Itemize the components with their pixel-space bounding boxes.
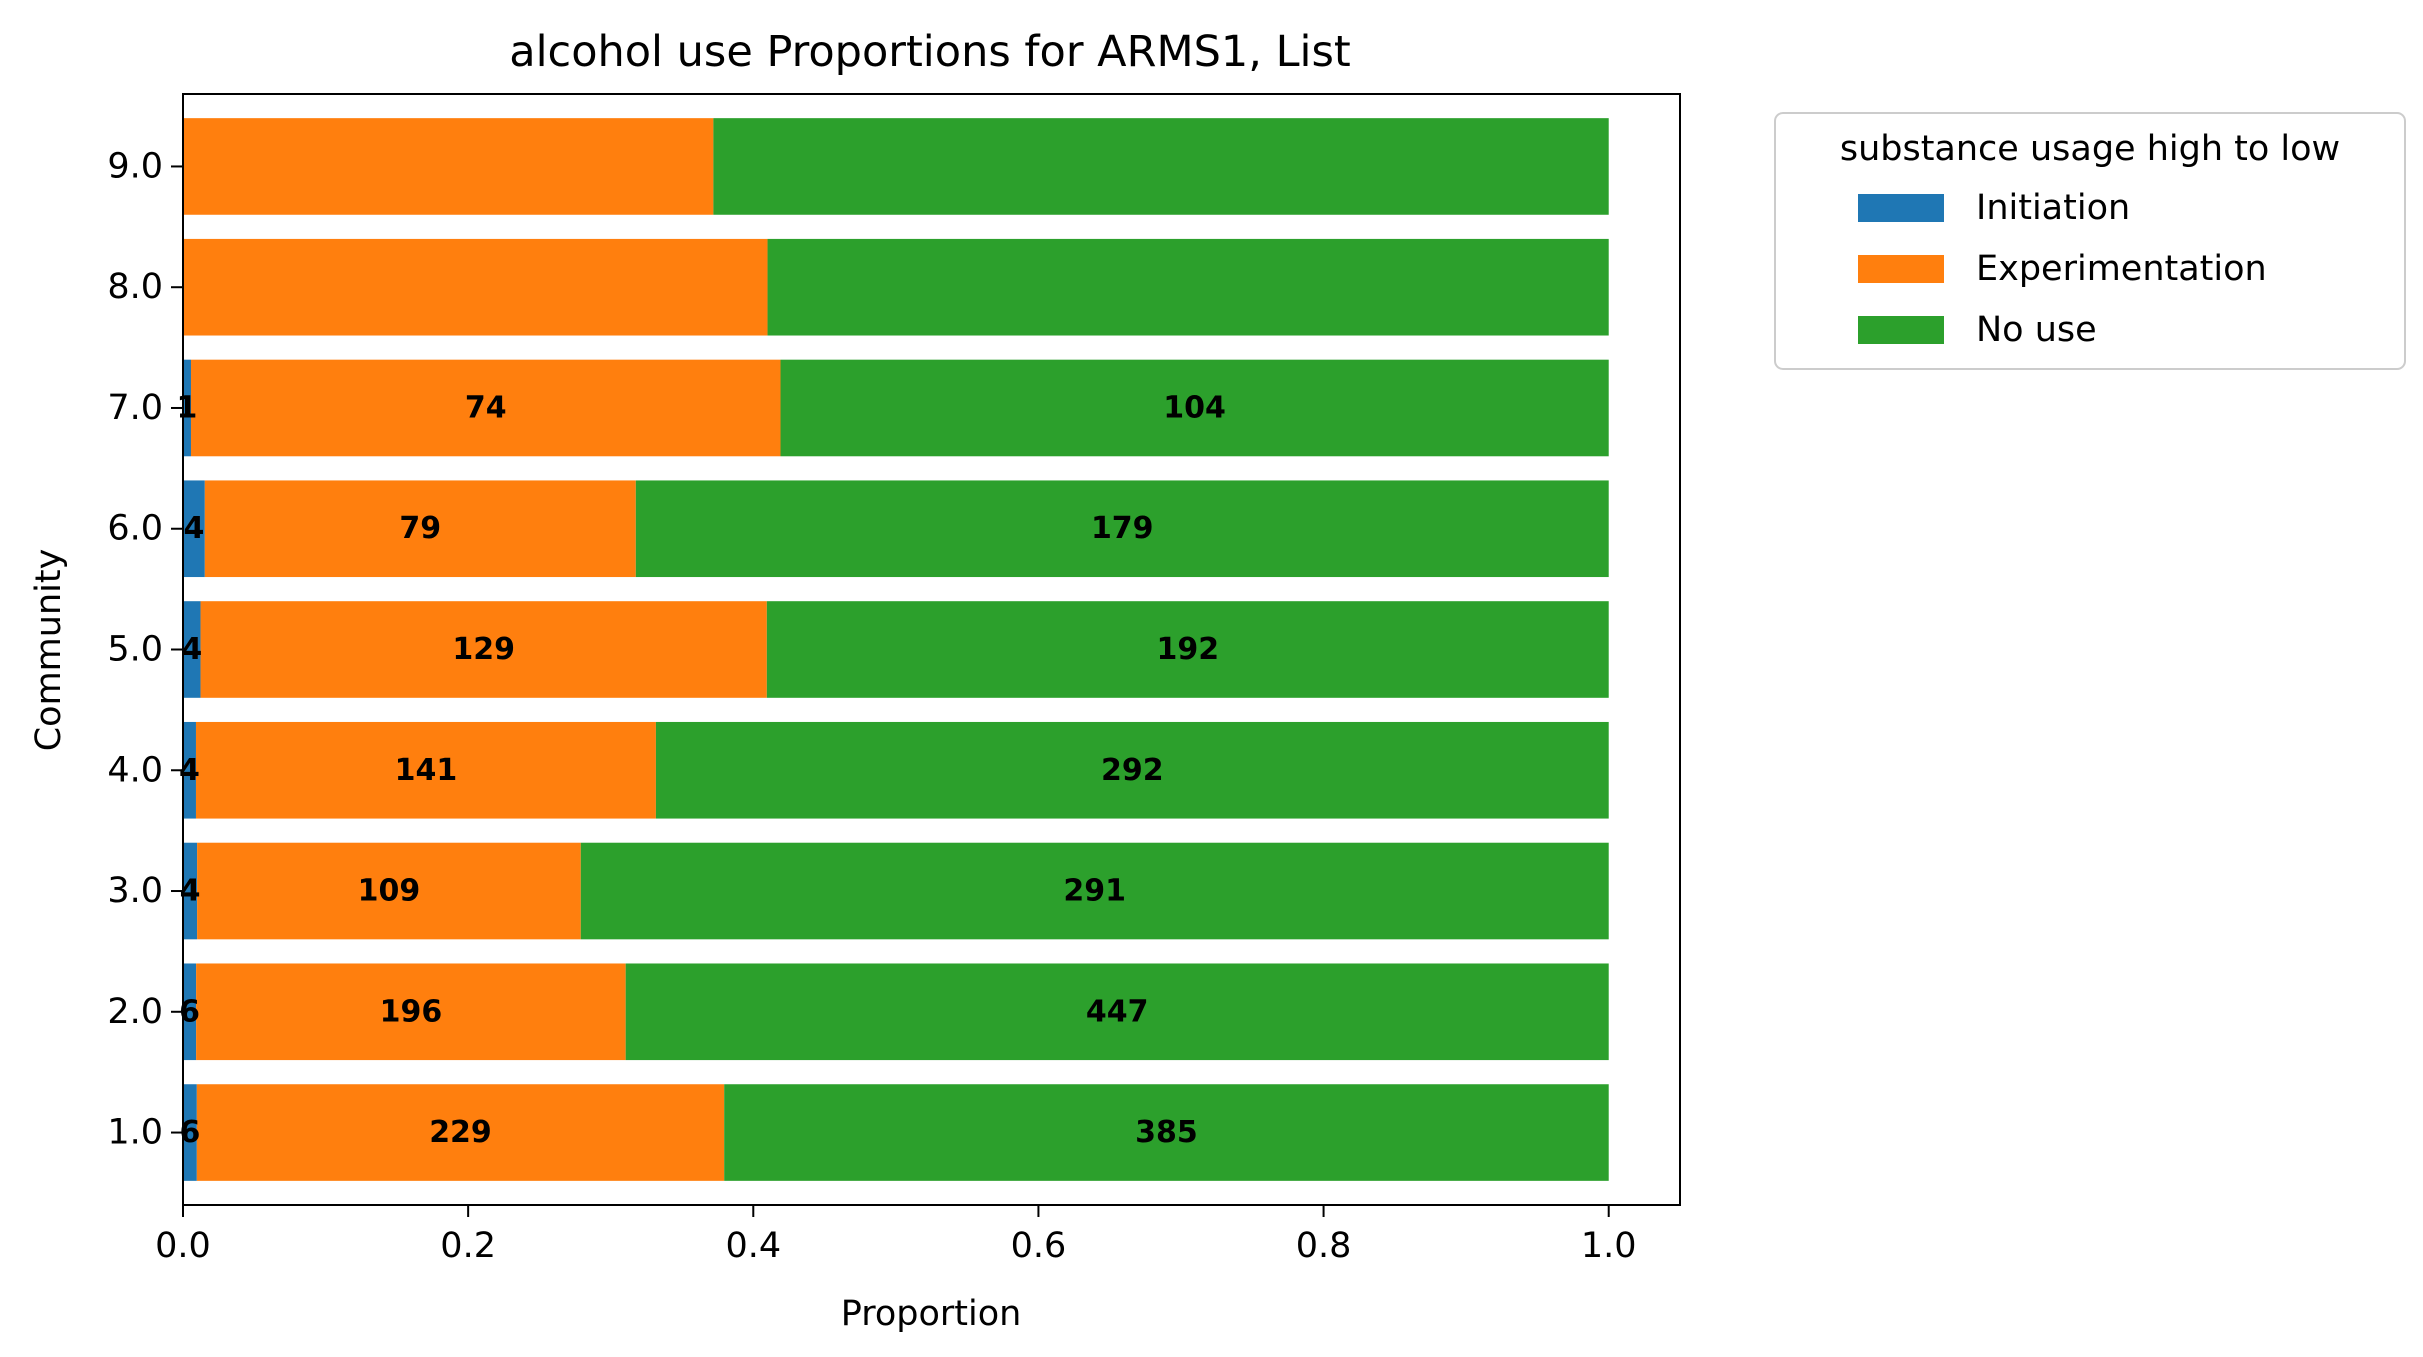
- bar-no-use-5.0: [766, 601, 1609, 698]
- y-tick-label: 3.0: [107, 871, 163, 911]
- y-tick-label: 5.0: [107, 630, 163, 670]
- bar-no-use-8.0: [767, 238, 1609, 336]
- bar-initiation-1.0: [183, 1084, 197, 1181]
- bar-no-use-3.0: [580, 842, 1609, 940]
- y-tick-label: 1.0: [107, 1113, 163, 1153]
- y-axis: 1.0 2.0 3.0 4.0 5.0 6.0 7.0 8.0 9.0: [107, 146, 183, 1153]
- legend-entry-experimentation: Experimentation: [1976, 249, 2267, 289]
- bar-experimentation-3.0: [197, 842, 581, 940]
- legend: substance usage high to low Initiation Ex…: [1774, 112, 2406, 370]
- bar-label: 229: [429, 1115, 492, 1150]
- legend-entry-initiation: Initiation: [1976, 188, 2130, 228]
- legend-swatch: [1858, 255, 1944, 283]
- bar-label: 291: [1063, 874, 1126, 909]
- bar-experimentation-9.0: [183, 118, 714, 215]
- bar-label: 141: [395, 753, 458, 788]
- y-tick-label: 4.0: [107, 750, 163, 790]
- bar-initiation-7.0: [183, 359, 191, 457]
- bar-label: 292: [1101, 753, 1164, 788]
- bar-label: 447: [1086, 994, 1149, 1029]
- bar-initiation-2.0: [183, 963, 197, 1061]
- x-tick-label: 0.0: [155, 1226, 211, 1266]
- bars-layer: [183, 118, 1609, 1181]
- bar-initiation-6.0: [183, 480, 205, 578]
- bar-label: 4: [179, 753, 200, 788]
- bar-label: 4: [183, 511, 204, 546]
- bar-no-use-7.0: [780, 359, 1609, 457]
- bar-no-use-6.0: [635, 480, 1609, 578]
- bar-label: 4: [181, 632, 202, 667]
- legend-box: [1774, 112, 2406, 370]
- y-tick-label: 6.0: [107, 509, 163, 549]
- bar-experimentation-7.0: [190, 359, 781, 457]
- x-tick-label: 0.8: [1296, 1226, 1352, 1266]
- bar-no-use-4.0: [655, 721, 1609, 819]
- x-tick-label: 1.0: [1581, 1226, 1637, 1266]
- bar-label: 196: [380, 994, 443, 1029]
- legend-entries: Initiation Experimentation No use: [1858, 188, 2267, 350]
- legend-swatch: [1858, 316, 1944, 344]
- y-tick-label: 7.0: [107, 388, 163, 428]
- x-tick-label: 0.4: [725, 1226, 781, 1266]
- bar-experimentation-5.0: [200, 601, 767, 698]
- x-tick-label: 0.2: [440, 1226, 496, 1266]
- bar-initiation-4.0: [183, 721, 196, 819]
- x-axis-title: Proportion: [841, 1294, 1022, 1334]
- bar-experimentation-4.0: [195, 721, 656, 819]
- bar-experimentation-2.0: [196, 963, 626, 1061]
- x-tick-label: 0.6: [1011, 1226, 1067, 1266]
- bar-no-use-2.0: [625, 963, 1609, 1061]
- bar-label: 79: [399, 511, 441, 546]
- bar-experimentation-1.0: [196, 1084, 725, 1181]
- legend-title: substance usage high to low: [1840, 129, 2340, 169]
- bar-label: 74: [465, 390, 507, 425]
- bar-label: 192: [1156, 632, 1219, 667]
- y-axis-title: Community: [29, 549, 69, 752]
- legend-entry-no-use: No use: [1976, 310, 2097, 350]
- bar-no-use-1.0: [724, 1084, 1609, 1181]
- y-tick-label: 8.0: [107, 267, 163, 307]
- bar-label: 4: [180, 874, 201, 909]
- bar-label: 104: [1163, 390, 1226, 425]
- x-axis: 0.0 0.2 0.4 0.6 0.8 1.0: [155, 1205, 1637, 1266]
- bar-label: 385: [1135, 1115, 1198, 1150]
- legend-swatch: [1858, 194, 1944, 222]
- bar-no-use-9.0: [713, 118, 1609, 215]
- bar-label: 129: [452, 632, 515, 667]
- bar-label: 1: [177, 390, 198, 425]
- bar-label: 6: [179, 1115, 200, 1150]
- bar-label: 109: [358, 874, 421, 909]
- y-tick-label: 2.0: [107, 992, 163, 1032]
- bar-initiation-5.0: [183, 601, 201, 698]
- bar-experimentation-6.0: [204, 480, 636, 578]
- bar-label: 179: [1091, 511, 1154, 546]
- bar-experimentation-8.0: [183, 238, 768, 336]
- chart-title: alcohol use Proportions for ARMS1, List: [509, 27, 1350, 77]
- bar-label: 6: [179, 994, 200, 1029]
- y-tick-label: 9.0: [107, 146, 163, 186]
- bar-initiation-3.0: [183, 842, 198, 940]
